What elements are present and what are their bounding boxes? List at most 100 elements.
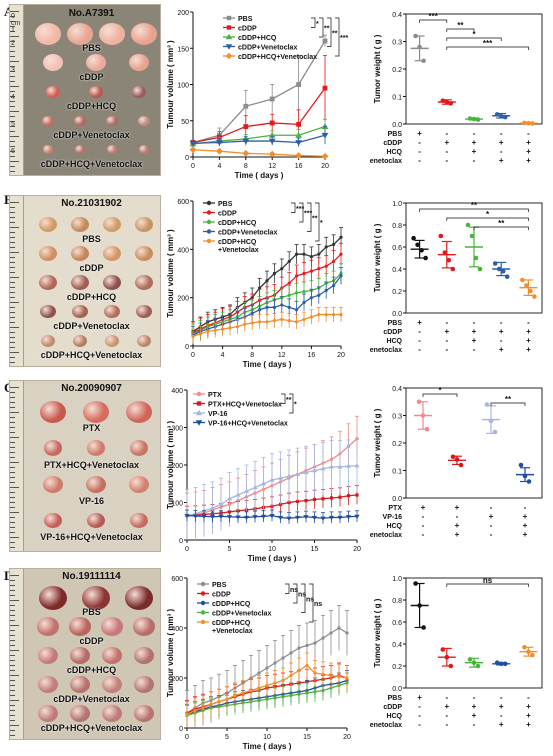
data-point — [484, 402, 490, 407]
data-point — [252, 484, 258, 490]
ruler-tick — [10, 417, 15, 418]
data-point — [265, 666, 269, 670]
data-point — [416, 399, 422, 405]
data-point — [243, 488, 250, 493]
treatment-sign: - — [490, 503, 493, 512]
y-tick-label: 0.2 — [392, 67, 402, 74]
legend-marker — [225, 52, 233, 60]
data-point — [302, 271, 306, 276]
treatment-sign: - — [456, 512, 459, 521]
ruler-number: 6 — [11, 148, 15, 155]
ruler-tick — [10, 212, 15, 213]
data-point — [332, 312, 336, 317]
ruler-tick — [10, 512, 19, 513]
data-point — [473, 255, 479, 261]
ruler-tick — [10, 96, 15, 97]
photo-group-label: PBS — [82, 606, 101, 617]
y-tick-label: 0.2 — [392, 441, 402, 448]
y-tick-label: 0.6 — [392, 245, 402, 252]
ruler-tick — [10, 655, 15, 656]
data-point — [216, 140, 223, 146]
treatment-sign: + — [472, 702, 477, 711]
tumour-volume-chart-d: 0 200 400 600 0 5 10 15 20 Time ( days ) Tumour vo… — [166, 576, 351, 751]
ruler-tick — [10, 61, 19, 62]
data-point — [313, 641, 317, 645]
significance-bracket — [293, 583, 298, 604]
data-point — [530, 652, 535, 658]
significance-bracket — [307, 202, 312, 232]
ruler-tick — [10, 397, 15, 398]
data-point — [329, 673, 333, 678]
treatment-sign: + — [523, 530, 528, 539]
treatment-row-label: PBS — [388, 320, 403, 327]
data-point — [273, 696, 277, 700]
tumor-specimen — [44, 440, 63, 456]
ruler-tick — [10, 262, 15, 263]
data-point — [420, 413, 426, 418]
data-point — [454, 457, 460, 462]
data-point — [320, 466, 326, 471]
tumor-specimen — [104, 304, 120, 319]
ruler-tick — [10, 422, 15, 423]
ruler-tick — [10, 690, 15, 691]
tumor-specimen — [37, 617, 59, 637]
data-point — [226, 515, 233, 520]
data-point — [492, 261, 498, 266]
significance-label: ** — [324, 26, 330, 33]
y-axis-title: Tumour volume ( mm³ ) — [166, 40, 175, 129]
data-point — [233, 693, 237, 698]
legend-label: PBS — [218, 201, 233, 208]
ruler-tick — [10, 86, 19, 87]
data-point — [287, 259, 291, 264]
data-point — [522, 120, 527, 126]
data-point — [354, 463, 360, 468]
tumor-specimen — [39, 217, 57, 233]
data-point — [475, 663, 481, 669]
x-axis-title: Time ( days ) — [248, 554, 297, 563]
data-point — [305, 691, 309, 695]
data-point — [526, 120, 531, 126]
significance-label: *** — [296, 206, 304, 213]
ruler-tick — [10, 136, 19, 137]
ruler-tick — [10, 700, 19, 701]
data-point — [448, 101, 454, 106]
tumor-specimen — [102, 676, 122, 694]
data-point — [322, 38, 328, 44]
data-point — [269, 477, 275, 482]
x-tick-label: 16 — [295, 163, 303, 170]
x-tick-label: 0 — [191, 163, 195, 170]
photo-group-label: cDDP+Venetoclax — [53, 320, 130, 331]
ruler-tick — [10, 227, 19, 228]
data-point — [355, 493, 359, 497]
tumor-specimen — [43, 54, 64, 72]
data-point — [295, 308, 299, 312]
data-point — [189, 146, 197, 154]
data-point — [504, 274, 510, 279]
data-point — [193, 708, 197, 713]
data-point — [280, 303, 284, 307]
ruler-tick — [10, 101, 15, 102]
treatment-sign: + — [526, 327, 531, 336]
ruler-tick — [10, 292, 15, 293]
data-point — [185, 712, 189, 716]
photo-group-label: PTX+HCQ+Venetoclax — [43, 459, 140, 470]
ruler-tick — [10, 705, 15, 706]
tumor-specimen — [71, 217, 89, 233]
treatment-sign: + — [421, 503, 426, 512]
ruler-tick — [10, 725, 19, 726]
significance-label: ns — [298, 592, 306, 599]
tumor-specimen — [131, 85, 146, 98]
y-axis-title: Tumour volume ( mm³ ) — [166, 229, 175, 318]
significance-label: ** — [457, 21, 464, 30]
data-point — [346, 494, 351, 498]
data-point — [265, 697, 269, 701]
x-tick-label: 20 — [321, 163, 329, 170]
significance-bracket — [309, 583, 314, 623]
data-point — [309, 269, 313, 273]
legend-label: PBS — [212, 582, 227, 589]
ruler-tick — [10, 312, 15, 313]
ruler-tick — [10, 116, 15, 117]
legend-label: VP-16+HCQ+Venetoclax — [208, 421, 288, 428]
data-point — [305, 643, 309, 648]
